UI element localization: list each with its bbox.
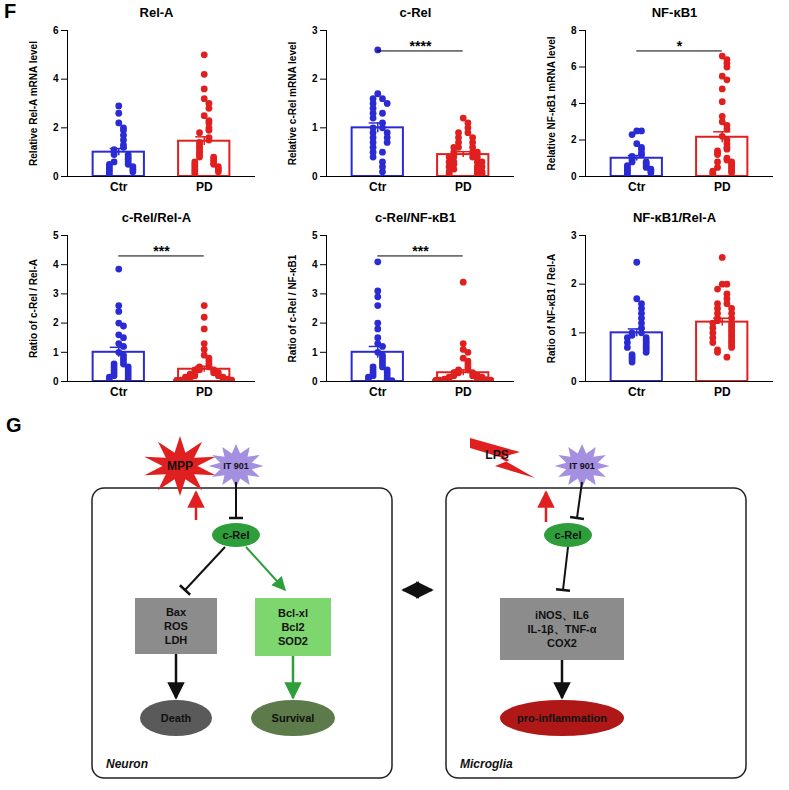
svg-text:1: 1 (311, 122, 317, 133)
svg-text:IL-1β、TNF-α: IL-1β、TNF-α (527, 623, 596, 635)
svg-text:***: *** (412, 243, 429, 259)
svg-text:Microglia: Microglia (460, 757, 513, 771)
svg-text:0: 0 (570, 171, 576, 182)
svg-text:1: 1 (570, 327, 576, 338)
svg-text:Ctr: Ctr (628, 180, 646, 194)
svg-text:pro-inflammation: pro-inflammation (517, 712, 607, 724)
svg-text:PD: PD (713, 385, 730, 399)
svg-text:Ratio of c-Rel / Rel-A: Ratio of c-Rel / Rel-A (27, 259, 38, 358)
svg-text:c-Rel: c-Rel (555, 529, 582, 541)
svg-text:Ctr: Ctr (369, 385, 387, 399)
svg-text:2: 2 (311, 317, 317, 328)
svg-text:2: 2 (52, 317, 58, 328)
svg-text:3: 3 (311, 25, 317, 36)
html-text:Rel-A: Rel-A (139, 5, 174, 20)
html-text:F: F (4, 0, 17, 22)
svg-text:3: 3 (311, 288, 317, 299)
svg-text:Ctr: Ctr (628, 385, 646, 399)
html-text:c-Rel/NF-κB1: c-Rel/NF-κB1 (375, 210, 456, 225)
svg-text:G: G (6, 414, 22, 436)
svg-text:Ctr: Ctr (110, 385, 128, 399)
svg-text:2: 2 (570, 134, 576, 145)
svg-text:Relative c-Rel mRNA level: Relative c-Rel mRNA level (286, 41, 297, 165)
svg-text:****: **** (409, 38, 431, 54)
svg-text:Bax: Bax (166, 606, 187, 618)
svg-text:2: 2 (570, 278, 576, 289)
svg-text:0: 0 (570, 376, 576, 387)
html-text:c-Rel: c-Rel (399, 5, 432, 20)
svg-text:6: 6 (52, 25, 58, 36)
svg-text:IT 901: IT 901 (223, 461, 249, 471)
svg-text:0: 0 (52, 376, 58, 387)
svg-text:c-Rel: c-Rel (223, 529, 250, 541)
svg-text:4: 4 (52, 73, 58, 84)
svg-text:Death: Death (161, 712, 192, 724)
svg-text:5: 5 (311, 230, 317, 241)
svg-text:3: 3 (570, 230, 576, 241)
svg-text:8: 8 (570, 25, 576, 36)
svg-text:6: 6 (570, 61, 576, 72)
svg-text:PD: PD (713, 180, 730, 194)
svg-text:PD: PD (454, 385, 471, 399)
svg-text:ROS: ROS (164, 620, 188, 632)
svg-text:LDH: LDH (165, 634, 188, 646)
svg-text:Ratio of c-Rel / NF-κB1: Ratio of c-Rel / NF-κB1 (286, 254, 297, 362)
svg-text:0: 0 (311, 376, 317, 387)
svg-text:Bcl2: Bcl2 (281, 621, 304, 633)
svg-text:Bcl-xl: Bcl-xl (278, 607, 308, 619)
svg-text:Ctr: Ctr (369, 180, 387, 194)
html-text:NF-κB1: NF-κB1 (651, 5, 698, 20)
svg-text:***: *** (153, 243, 170, 259)
svg-text:2: 2 (311, 73, 317, 84)
svg-text:Ratio of NF-κB1 / Rel-A: Ratio of NF-κB1 / Rel-A (545, 254, 556, 363)
svg-text:Ctr: Ctr (110, 180, 128, 194)
svg-text:PD: PD (195, 180, 212, 194)
svg-text:COX2: COX2 (547, 637, 577, 649)
svg-text:iNOS、IL6: iNOS、IL6 (535, 609, 589, 621)
svg-text:PD: PD (454, 180, 471, 194)
svg-text:4: 4 (570, 98, 576, 109)
svg-text:0: 0 (311, 171, 317, 182)
svg-text:*: * (676, 38, 682, 54)
svg-text:IT 901: IT 901 (569, 461, 595, 471)
svg-text:Relative NF-κB1 mRNA level: Relative NF-κB1 mRNA level (545, 36, 556, 170)
svg-text:4: 4 (311, 259, 317, 270)
svg-text:Survival: Survival (272, 712, 315, 724)
svg-text:3: 3 (52, 288, 58, 299)
html-text:NF-κB1/Rel-A: NF-κB1/Rel-A (633, 210, 716, 225)
svg-text:1: 1 (52, 347, 58, 358)
svg-text:SOD2: SOD2 (278, 635, 308, 647)
svg-text:0: 0 (52, 171, 58, 182)
svg-text:PD: PD (195, 385, 212, 399)
svg-text:2: 2 (52, 122, 58, 133)
svg-text:Relative Rel-A mRNA level: Relative Rel-A mRNA level (27, 41, 38, 166)
svg-text:4: 4 (52, 259, 58, 270)
svg-text:1: 1 (311, 347, 317, 358)
html-text:c-Rel/Rel-A: c-Rel/Rel-A (121, 210, 192, 225)
svg-text:MPP: MPP (167, 459, 193, 473)
svg-text:LPS: LPS (485, 448, 508, 462)
svg-text:5: 5 (52, 230, 58, 241)
svg-text:Neuron: Neuron (106, 757, 148, 771)
